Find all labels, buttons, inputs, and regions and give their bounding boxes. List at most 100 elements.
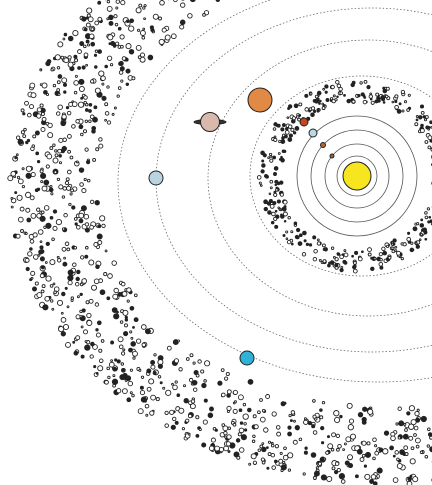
- belt-rock: [116, 94, 120, 98]
- belt-rock: [427, 427, 431, 432]
- belt-rock: [39, 245, 44, 250]
- belt-rock: [280, 464, 287, 471]
- belt-rock: [419, 128, 425, 134]
- belt-rock: [50, 299, 54, 303]
- belt-rock: [260, 150, 265, 156]
- belt-rock: [59, 161, 62, 165]
- belt-rock: [97, 224, 102, 229]
- belt-rock: [75, 160, 79, 164]
- belt-rock: [67, 35, 74, 42]
- belt-rock: [39, 256, 45, 262]
- belt-rock: [131, 76, 136, 81]
- belt-rock: [115, 6, 119, 10]
- belt-rock: [137, 28, 141, 32]
- belt-rock: [374, 450, 380, 456]
- belt-rock: [76, 224, 81, 230]
- belt-rock: [66, 247, 71, 252]
- belt-rock: [319, 415, 324, 420]
- belt-rock: [313, 109, 317, 113]
- belt-rock: [191, 379, 198, 386]
- belt-rock: [419, 450, 424, 455]
- belt-rock: [90, 341, 95, 347]
- belt-rock: [244, 428, 248, 432]
- belt-rock: [304, 107, 309, 112]
- belt-rock: [44, 261, 48, 264]
- belt-rock: [279, 208, 283, 212]
- belt-rock: [64, 180, 69, 186]
- belt-rock: [84, 108, 89, 112]
- belt-rock: [221, 423, 226, 427]
- belt-rock: [101, 95, 107, 101]
- belt-rock: [66, 305, 70, 309]
- belt-rock: [49, 284, 54, 288]
- belt-rock: [43, 179, 50, 186]
- belt-rock: [101, 82, 105, 86]
- belt-rock: [112, 366, 118, 372]
- belt-rock: [94, 302, 100, 307]
- belt-rock: [52, 225, 58, 231]
- belt-rock: [118, 60, 124, 66]
- belt-rock: [25, 165, 33, 172]
- belt-rock: [413, 425, 419, 431]
- belt-rock: [63, 32, 68, 37]
- belt-rock: [325, 450, 330, 455]
- belt-rock: [295, 426, 300, 431]
- belt-rock: [412, 226, 418, 232]
- belt-rock: [261, 460, 266, 465]
- belt-rock: [333, 469, 339, 475]
- belt-rock: [415, 444, 420, 449]
- belt-rock: [57, 41, 64, 48]
- belt-rock: [339, 91, 344, 96]
- belt-rock: [67, 61, 74, 68]
- belt-rock: [61, 77, 68, 84]
- belt-rock: [272, 127, 277, 131]
- belt-rock: [39, 83, 43, 86]
- belt-rock: [394, 94, 399, 99]
- belt-rock: [97, 365, 104, 372]
- belt-rock: [106, 55, 113, 61]
- belt-rock: [34, 281, 39, 286]
- belt-rock: [41, 82, 48, 89]
- belt-rock: [427, 220, 431, 224]
- belt-rock: [116, 310, 119, 314]
- belt-rock: [29, 195, 35, 201]
- belt-rock: [71, 124, 76, 129]
- belt-rock: [135, 7, 142, 14]
- belt-rock: [177, 339, 180, 343]
- belt-rock: [173, 358, 180, 364]
- belt-rock: [290, 230, 294, 234]
- belt-rock: [183, 384, 186, 388]
- belt-rock: [49, 215, 54, 220]
- belt-rock: [25, 172, 32, 179]
- belt-rock: [203, 379, 207, 383]
- belt-rock: [269, 203, 275, 209]
- belt-rock: [73, 54, 78, 59]
- belt-rock: [93, 365, 97, 369]
- belt-rock: [303, 239, 307, 243]
- belt-rock: [202, 419, 208, 425]
- belt-rock: [140, 396, 147, 403]
- belt-rock: [97, 49, 102, 54]
- belt-rock: [121, 388, 128, 395]
- belt-rock: [149, 410, 155, 416]
- belt-rock: [410, 446, 415, 451]
- belt-rock: [252, 414, 257, 419]
- belt-rock: [25, 140, 29, 145]
- belt-rock: [104, 379, 109, 385]
- belt-rock: [95, 328, 99, 332]
- belt-rock: [120, 362, 125, 366]
- belt-rock: [385, 86, 390, 91]
- belt-rock: [73, 217, 78, 221]
- belt-rock: [326, 475, 333, 483]
- belt-rock: [415, 244, 420, 249]
- belt-rock: [52, 282, 56, 286]
- belt-rock: [64, 262, 67, 266]
- belt-rock: [334, 98, 338, 102]
- belt-rock: [121, 291, 128, 297]
- belt-rock: [141, 35, 146, 40]
- belt-rock: [99, 289, 106, 296]
- belt-rock: [36, 113, 42, 119]
- orbit-earth: [310, 129, 404, 223]
- belt-rock: [10, 196, 14, 200]
- belt-rock: [146, 386, 152, 392]
